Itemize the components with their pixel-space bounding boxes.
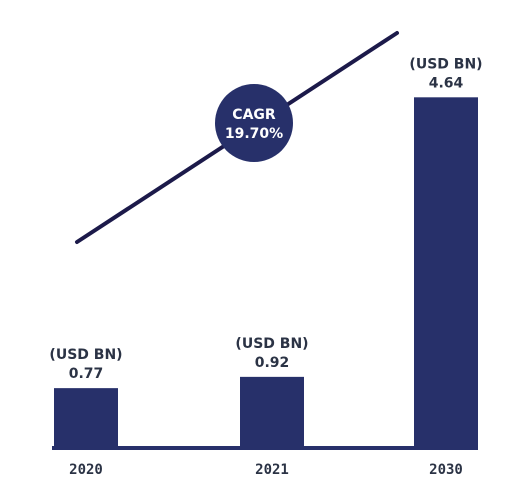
value-label-2021: 0.92 — [255, 355, 290, 371]
bar-2021 — [240, 376, 304, 446]
unit-label-2030: (USD BN) — [409, 56, 482, 72]
x-tick-2021: 2021 — [255, 462, 289, 478]
unit-label-2021: (USD BN) — [235, 336, 308, 352]
cagr-badge-title: CAGR — [232, 107, 276, 123]
cagr-badge: CAGR 19.70% — [215, 84, 293, 162]
bars-group — [54, 97, 478, 446]
cagr-badge-circle — [215, 84, 293, 162]
value-label-2030: 4.64 — [429, 75, 464, 91]
bar-2020 — [54, 388, 118, 446]
x-tick-2030: 2030 — [429, 462, 463, 478]
cagr-badge-value: 19.70% — [225, 126, 283, 142]
unit-label-2020: (USD BN) — [49, 347, 122, 363]
value-label-2020: 0.77 — [69, 366, 104, 382]
x-tick-2020: 2020 — [69, 462, 103, 478]
bar-2030 — [414, 97, 478, 446]
labels-group: (USD BN) 0.77 2020 (USD BN) 0.92 2021 (USD BN)… — [49, 56, 482, 478]
